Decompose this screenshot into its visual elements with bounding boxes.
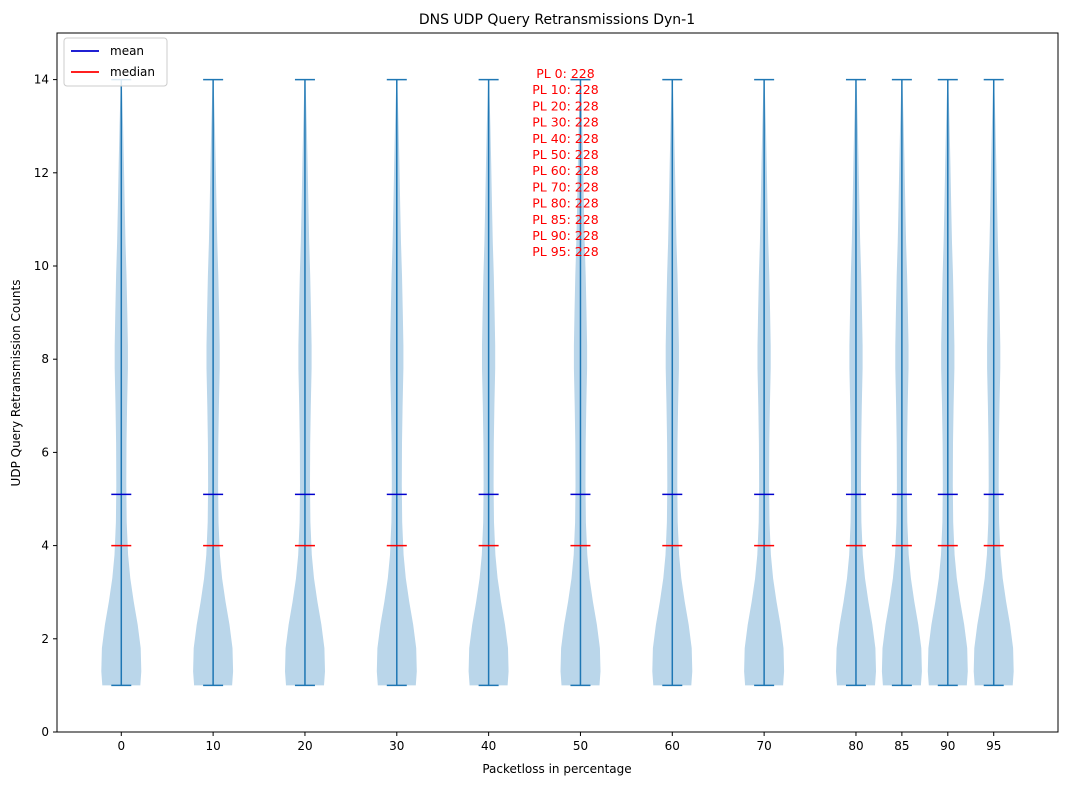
plot-area-frame [56,32,1059,733]
violin-60 [652,78,693,687]
violin-95 [973,78,1014,687]
violin-70 [744,78,785,687]
x-tick-label: 95 [986,739,1001,753]
y-tick-label: 12 [34,166,49,180]
violin-90 [927,78,968,687]
x-tick-label: 60 [665,739,680,753]
x-tick-label: 20 [297,739,312,753]
annotation-text: PL 90: 228 [532,228,598,243]
legend: mean median [63,37,168,87]
y-tick-label: 10 [34,259,49,273]
annotation-text: PL 70: 228 [532,179,598,194]
violin-10 [193,78,234,687]
y-axis: 0 2 4 6 8 10 12 14 [34,73,57,739]
x-axis-label: Packetloss in percentage [482,762,631,776]
annotation-text: PL 50: 228 [532,147,598,162]
x-axis: 0 10 20 30 40 50 60 70 80 85 90 95 [117,732,1001,753]
legend-label: median [110,65,155,79]
x-tick-label: 80 [848,739,863,753]
x-tick-label: 50 [573,739,588,753]
x-tick-label: 70 [756,739,771,753]
legend-label: mean [110,44,144,58]
legend-box [63,37,168,87]
violin-30 [376,78,417,687]
x-tick-label: 0 [117,739,125,753]
violin-80 [836,78,876,687]
y-tick-label: 4 [41,539,49,553]
violin-20 [285,78,325,687]
violins-group [101,78,1014,687]
annotation-text: PL 10: 228 [532,82,598,97]
y-axis-label: UDP Query Retransmission Counts [9,280,23,487]
annotation-text: PL 95: 228 [532,244,598,259]
violin-85 [881,78,922,687]
annotation-text: PL 85: 228 [532,212,598,227]
y-tick-label: 14 [34,73,49,87]
y-tick-label: 6 [41,445,49,459]
y-tick-label: 0 [41,725,49,739]
violin-50 [560,78,601,687]
annotation-text: PL 80: 228 [532,196,598,211]
annotation-text: PL 30: 228 [532,115,598,130]
annotation-text: PL 0: 228 [536,66,595,81]
x-tick-label: 85 [894,739,909,753]
x-tick-label: 10 [205,739,220,753]
chart-title: DNS UDP Query Retransmissions Dyn-1 [419,12,695,28]
annotation-text: PL 60: 228 [532,163,598,178]
y-tick-label: 2 [41,632,49,646]
annotation-text: PL 40: 228 [532,131,598,146]
x-tick-label: 40 [481,739,496,753]
violin-40 [468,78,509,687]
y-tick-label: 8 [41,352,49,366]
x-tick-label: 30 [389,739,404,753]
annotation-text: PL 20: 228 [532,98,598,113]
x-tick-label: 90 [940,739,955,753]
